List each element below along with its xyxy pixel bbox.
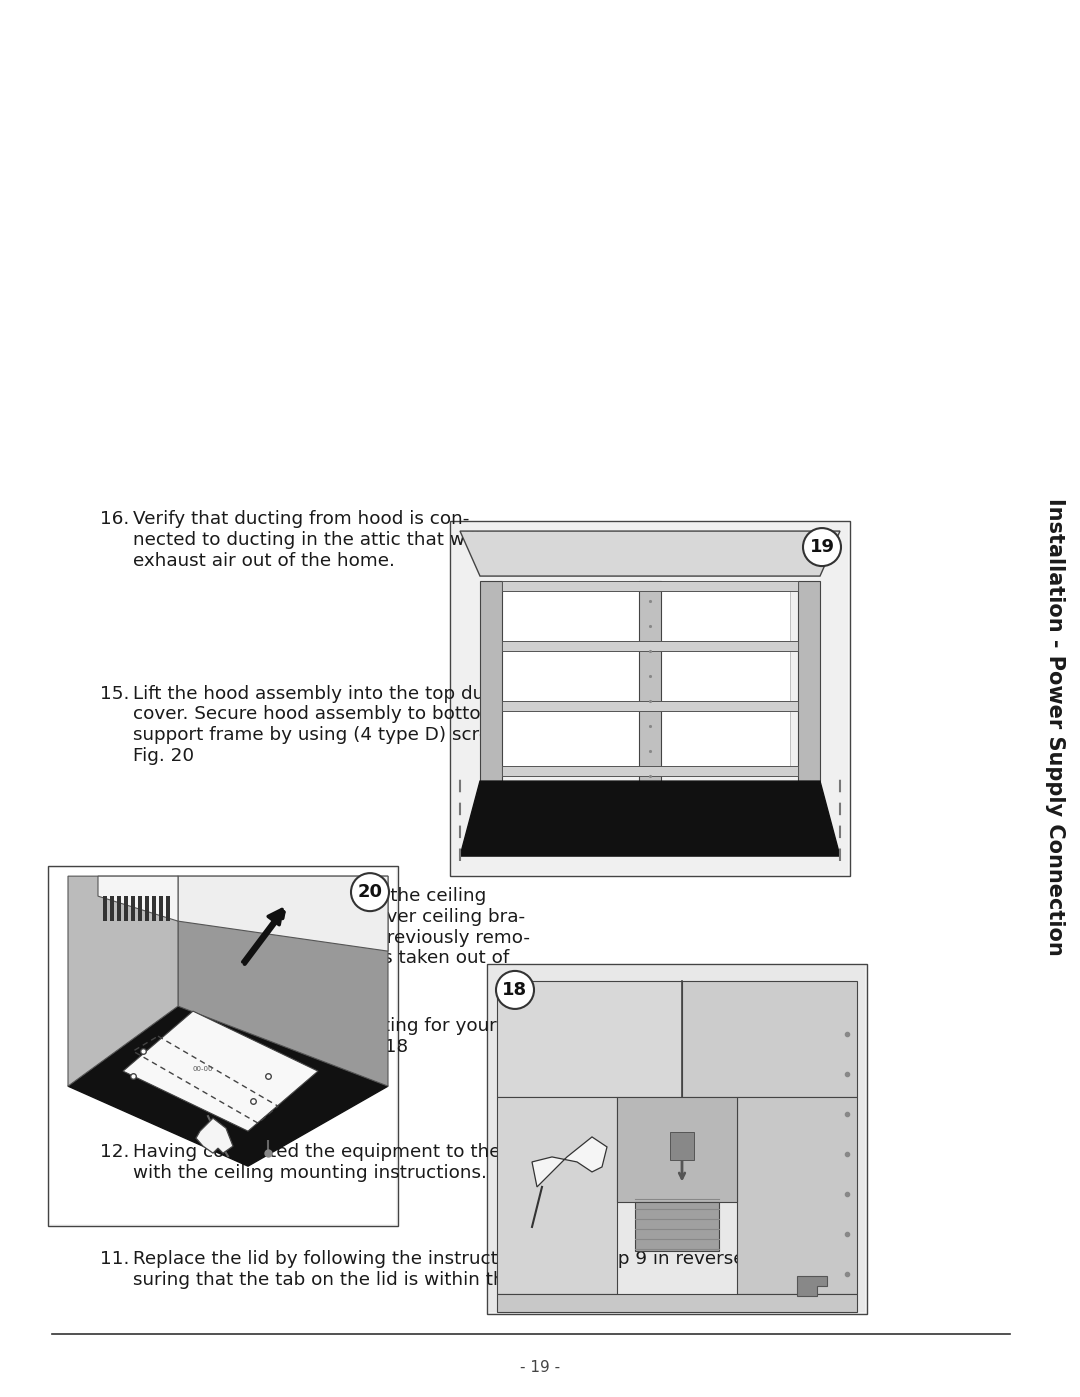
Bar [48,866,399,1227]
Text: 19: 19 [810,538,835,556]
Polygon shape [737,1097,858,1294]
Text: - 19 -: - 19 - [519,1361,561,1375]
Polygon shape [460,781,840,856]
Text: 14.: 14. [100,887,130,905]
Bar [124,895,129,921]
Polygon shape [460,531,840,576]
Polygon shape [617,1097,737,1201]
Bar [453,522,848,875]
Text: Extend upper duct cover to the ceiling
and secure it to the duct cover ceiling b: Extend upper duct cover to the ceiling a… [133,887,530,988]
Bar [159,895,163,921]
Text: 12.: 12. [100,1143,130,1161]
Polygon shape [797,1275,827,1296]
Bar [152,895,156,921]
Bar [131,895,135,921]
Text: Installation - Power Supply Connection: Installation - Power Supply Connection [1045,497,1065,956]
Bar [450,521,850,876]
Bar [497,1294,858,1312]
Text: 18: 18 [502,981,527,999]
Text: Having connected the equipment to the power supply, you can now continue
with th: Having connected the equipment to the po… [133,1143,842,1182]
Bar [670,1132,694,1160]
Bar [502,711,640,766]
Text: 20: 20 [357,883,382,901]
Circle shape [351,873,389,911]
Bar [480,581,502,781]
Text: Verify that ducting from hood is con-
nected to ducting in the attic that will
e: Verify that ducting from hood is con- ne… [133,510,481,570]
Text: Replace the lid by following the instructions from step 9 in reverse order, en-
: Replace the lid by following the instruc… [133,1250,840,1289]
Bar [502,701,798,711]
Bar [502,766,798,777]
Polygon shape [681,982,858,1097]
Text: 11.: 11. [100,1250,130,1268]
Bar [798,581,820,781]
Text: 13.: 13. [100,1017,130,1035]
Bar [652,591,789,641]
Bar [145,895,149,921]
Bar [502,651,640,701]
Polygon shape [68,876,178,1085]
Bar [652,651,789,701]
Text: 15.: 15. [100,685,130,703]
Polygon shape [497,1097,617,1294]
Circle shape [496,971,534,1009]
Polygon shape [98,876,178,921]
Polygon shape [532,1137,607,1187]
Polygon shape [178,876,388,951]
Text: Lift the hood assembly into the top duct
cover. Secure hood assembly to bottom
s: Lift the hood assembly into the top duct… [133,685,521,766]
Polygon shape [635,1201,719,1250]
Bar [489,965,865,1312]
Bar [117,895,121,921]
Bar [639,581,661,791]
Polygon shape [123,1011,318,1132]
Bar [502,581,798,591]
Text: Secure the correct size ducting for your installation (not supplied) to the coll: Secure the correct size ducting for your… [133,1017,854,1056]
Bar [487,964,867,1315]
Bar [502,591,640,641]
Bar [110,895,114,921]
Polygon shape [68,1006,388,1166]
Bar [138,895,141,921]
Bar [166,895,170,921]
Text: 16.: 16. [100,510,130,528]
Polygon shape [178,876,388,1085]
Bar [103,895,107,921]
Circle shape [804,528,841,566]
Bar [652,711,789,766]
Polygon shape [195,1118,233,1153]
Text: 00-00: 00-00 [192,1066,213,1071]
Bar [50,868,396,1224]
Polygon shape [497,982,681,1097]
Bar [502,641,798,651]
